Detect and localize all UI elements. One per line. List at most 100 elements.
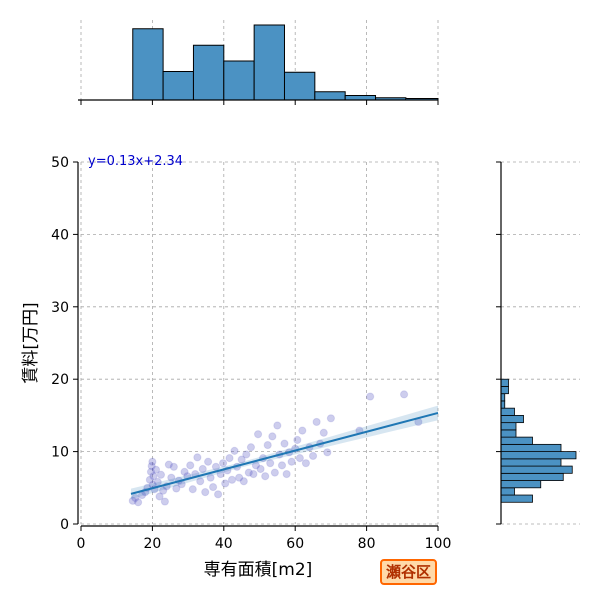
y-tick-label: 20: [51, 372, 69, 388]
scatter-point: [172, 484, 181, 493]
right-histogram-bar: [500, 480, 542, 489]
x-tick-label: 0: [77, 536, 86, 552]
scatter-point: [155, 492, 164, 501]
scatter-point: [203, 457, 213, 466]
scatter-point: [298, 426, 307, 435]
scatter-point: [167, 473, 176, 482]
right-histogram-bar: [500, 443, 562, 452]
scatter-point: [221, 479, 230, 488]
main-scatter-plot: 0 20 40 60 80 100 0 10 20 30 40 50: [51, 155, 451, 552]
scatter-point: [218, 459, 228, 468]
x-tick-label: 100: [425, 536, 452, 552]
scatter-point: [193, 453, 202, 462]
scatter-point: [266, 459, 275, 468]
scatter-point: [208, 482, 218, 492]
regression-line: [130, 411, 439, 495]
scatter-point: [308, 451, 318, 461]
x-tick-label: 40: [215, 536, 233, 552]
top-histogram-bar: [192, 44, 225, 101]
scatter-point: [145, 475, 155, 484]
y-tick-label: 10: [51, 445, 69, 461]
top-histogram-bar: [223, 60, 255, 101]
scatter-point: [153, 477, 162, 487]
scatter-point: [131, 493, 140, 503]
scatter-point: [323, 448, 332, 457]
scatter-point: [246, 443, 256, 452]
scatter-point: [225, 454, 234, 463]
right-histogram-bar: [500, 472, 564, 481]
right-histogram-bar: [500, 465, 573, 474]
top-histogram-bar: [132, 28, 164, 101]
top-histogram-bar: [162, 71, 194, 101]
scatter-point: [160, 497, 169, 506]
scatter-point: [151, 465, 161, 474]
scatter-point: [263, 440, 272, 450]
scatter-point: [277, 461, 287, 470]
regression-confidence-band: [130, 405, 439, 500]
scatter-point: [282, 469, 291, 479]
scatter-point: [256, 464, 265, 474]
scatter-point: [159, 486, 168, 495]
top-histogram-bar: [314, 91, 346, 101]
top-histogram-bar: [344, 95, 377, 101]
scatter-point: [198, 464, 207, 474]
scatter-point: [164, 460, 173, 469]
scatter-point: [249, 469, 258, 479]
scatter-point: [399, 390, 409, 399]
scatter-point: [146, 467, 156, 476]
scatter-point: [196, 477, 205, 486]
x-tick-label: 60: [286, 536, 304, 552]
scatter-point: [312, 417, 321, 427]
regression-equation: y=0.13x+2.34: [88, 154, 183, 169]
scatter-point: [253, 430, 263, 439]
top-histogram-bar: [283, 71, 316, 101]
right-histogram-bar: [500, 429, 517, 438]
right-histogram-bar: [500, 487, 515, 496]
scatter-point: [280, 439, 289, 448]
scatter-point: [237, 455, 246, 464]
scatter-point: [201, 488, 210, 497]
scatter-point: [273, 421, 282, 430]
scatter-point: [295, 454, 304, 463]
right-histogram-bar: [500, 386, 509, 395]
ward-badge: 瀬谷区: [380, 559, 438, 585]
x-tick-label: 80: [358, 536, 376, 552]
y-axis-title: 賃料[万円]: [21, 302, 41, 383]
y-tick-label: 30: [51, 300, 69, 316]
scatter-point: [261, 472, 270, 481]
right-histogram-bar: [500, 451, 577, 460]
y-tick-label: 40: [51, 227, 69, 243]
scatter-point: [186, 461, 195, 470]
scatter-point: [128, 496, 137, 505]
scatter-point: [268, 432, 277, 441]
right-histogram-bar: [500, 436, 533, 445]
scatter-point: [213, 490, 223, 499]
scatter-point: [239, 477, 248, 486]
scatter-point: [235, 473, 244, 482]
x-tick-label: 20: [143, 536, 161, 552]
scatter-point: [147, 461, 156, 471]
scatter-point: [230, 446, 239, 455]
scatter-point: [326, 414, 335, 423]
scatter-point: [293, 435, 302, 445]
scatter-point: [287, 457, 296, 466]
scatter-point: [366, 392, 375, 401]
right-histogram-bar: [500, 422, 517, 431]
scatter-point: [242, 450, 251, 459]
scatter-point: [319, 428, 328, 437]
y-tick-label: 50: [51, 155, 69, 171]
scatter-point: [169, 462, 178, 471]
scatter-point: [149, 472, 158, 481]
right-histogram-bar: [500, 414, 524, 424]
scatter-point: [156, 470, 166, 479]
scatter-point: [180, 467, 189, 476]
scatter-point: [270, 468, 279, 477]
scatter-point: [227, 475, 237, 484]
right-marginal-histogram: [496, 161, 580, 525]
scatter-point: [211, 462, 221, 471]
y-tick-label: 0: [60, 517, 69, 533]
scatter-point: [301, 459, 311, 468]
right-histogram-bar: [500, 378, 509, 387]
right-histogram-bar: [500, 407, 515, 416]
